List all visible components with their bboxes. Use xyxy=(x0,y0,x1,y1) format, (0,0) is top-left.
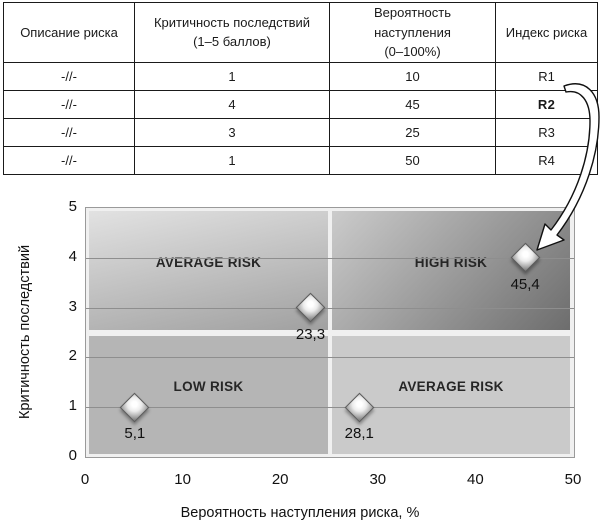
cell-criticality: 1 xyxy=(134,61,330,91)
cell-description: -//- xyxy=(3,117,135,147)
cell-description: -//- xyxy=(3,61,135,91)
data-point-label: 23,3 xyxy=(295,325,326,343)
y-tick-label: 4 xyxy=(68,247,77,265)
cell-criticality: 1 xyxy=(134,145,330,175)
y-tick-label: 5 xyxy=(68,198,77,215)
y-tick-label: 0 xyxy=(68,447,77,464)
y-tick-label: 1 xyxy=(68,397,77,415)
gridline xyxy=(86,307,574,309)
table-row: -//- 1 10 R1 xyxy=(3,61,598,91)
cell-criticality: 4 xyxy=(134,89,330,119)
x-tick-label: 30 xyxy=(369,471,387,488)
x-tick-label: 20 xyxy=(271,471,289,488)
table-row: -//- 4 45 R2 xyxy=(3,89,598,119)
cell-probability: 50 xyxy=(329,145,496,175)
quadrant-top-right: HIGH RISK xyxy=(332,211,570,330)
cell-risk-index-highlighted: R2 xyxy=(495,89,598,119)
gridline xyxy=(86,407,574,409)
plot-area: AVERAGE RISK HIGH RISK LOW RISK AVERAGE … xyxy=(85,207,575,458)
x-tick-label: 10 xyxy=(174,471,191,488)
quadrant-label-low-risk: LOW RISK xyxy=(173,379,244,395)
cell-risk-index: R3 xyxy=(495,117,598,147)
col-header-criticality: Критичность последствий (1–5 баллов) xyxy=(134,2,330,63)
col-header-risk-index: Индекс риска xyxy=(495,2,598,63)
gridline xyxy=(86,357,574,359)
cell-probability: 10 xyxy=(329,61,496,91)
y-tick-label: 3 xyxy=(68,297,77,315)
y-axis-title: Критичность последствий xyxy=(17,244,33,420)
risk-table: Описание риска Критичность последствий (… xyxy=(3,2,598,175)
risk-chart: Критичность последствий AVERAGE RISK HIG… xyxy=(0,195,600,528)
cell-probability: 45 xyxy=(329,89,496,119)
cell-risk-index: R1 xyxy=(495,61,598,91)
cell-criticality: 3 xyxy=(134,117,330,147)
table-row: -//- 1 50 R4 xyxy=(3,145,598,175)
data-point-label: 28,1 xyxy=(344,425,374,443)
col-header-risk-description: Описание риска xyxy=(3,2,135,63)
quadrant-label-average-risk: AVERAGE RISK xyxy=(398,379,504,395)
data-point-label: 45,4 xyxy=(510,275,540,293)
table-row: -//- 3 25 R3 xyxy=(3,117,598,147)
y-tick-label: 2 xyxy=(68,347,77,365)
table-header-row: Описание риска Критичность последствий (… xyxy=(3,2,598,63)
gridline xyxy=(86,257,574,259)
cell-probability: 25 xyxy=(329,117,496,147)
cell-description: -//- xyxy=(3,89,135,119)
x-tick-label: 40 xyxy=(467,471,484,488)
x-tick-label: 50 xyxy=(564,471,582,488)
x-axis-title: Вероятность наступления риска, % xyxy=(180,505,420,521)
cell-description: -//- xyxy=(3,145,135,175)
data-point-label: 5,1 xyxy=(124,425,146,443)
quadrant-bottom-left: LOW RISK xyxy=(89,335,328,454)
x-tick-label: 0 xyxy=(80,471,90,488)
quadrant-top-left: AVERAGE RISK xyxy=(89,211,328,330)
col-header-probability: Вероятность наступления (0–100%) xyxy=(329,2,496,63)
quadrant-bottom-right: AVERAGE RISK xyxy=(332,335,570,454)
cell-risk-index: R4 xyxy=(495,145,598,175)
